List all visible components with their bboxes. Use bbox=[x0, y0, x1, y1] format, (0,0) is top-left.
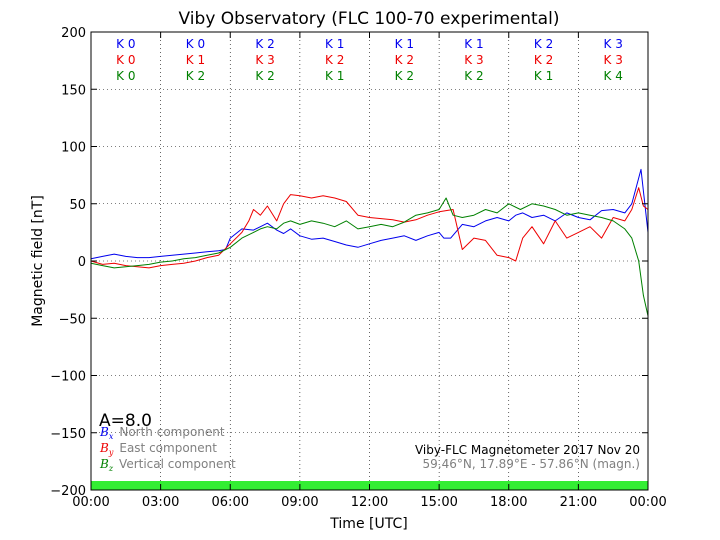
k-label-north-1: K 0 bbox=[186, 37, 205, 51]
y-tick-label-7: −150 bbox=[50, 427, 86, 442]
k-label-east-1: K 1 bbox=[186, 53, 205, 67]
k-label-vertical-1: K 2 bbox=[186, 69, 205, 83]
legend-item-vertical: Bz Vertical component bbox=[99, 457, 236, 473]
legend-subscript-north: x bbox=[109, 432, 114, 441]
x-tick-label-6: 18:00 bbox=[490, 495, 527, 510]
x-tick-label-2: 06:00 bbox=[212, 495, 249, 510]
legend-item-east: By East component bbox=[99, 441, 217, 457]
k-label-east-6: K 2 bbox=[534, 53, 553, 67]
k-label-north-3: K 1 bbox=[325, 37, 344, 51]
y-tick-label-5: −50 bbox=[59, 312, 86, 327]
y-tick-label-8: −200 bbox=[50, 484, 86, 499]
k-label-vertical-7: K 4 bbox=[604, 69, 623, 83]
k-label-north-2: K 2 bbox=[255, 37, 274, 51]
k-label-east-3: K 2 bbox=[325, 53, 344, 67]
legend-subscript-vertical: z bbox=[108, 464, 114, 473]
y-tick-label-2: 100 bbox=[61, 141, 86, 156]
y-tick-label-1: 150 bbox=[61, 83, 86, 98]
x-tick-label-7: 21:00 bbox=[560, 495, 597, 510]
k-label-east-5: K 3 bbox=[464, 53, 483, 67]
k-label-north-6: K 2 bbox=[534, 37, 553, 51]
k-label-east-7: K 3 bbox=[604, 53, 623, 67]
y-tick-label-0: 200 bbox=[61, 26, 86, 41]
x-tick-label-8: 00:00 bbox=[629, 495, 666, 510]
k-label-east-2: K 3 bbox=[255, 53, 274, 67]
k-label-north-0: K 0 bbox=[116, 37, 135, 51]
k-label-north-4: K 1 bbox=[395, 37, 414, 51]
legend-symbol-north: B bbox=[99, 425, 109, 439]
axis-ticks: 00:00 03:00 06:00 09:00 12:00 15:00 18:00 21:00… bbox=[50, 26, 666, 510]
k-label-north-5: K 1 bbox=[464, 37, 483, 51]
legend-symbol-vertical: B bbox=[99, 457, 109, 471]
x-axis-label: Time [UTC] bbox=[329, 516, 407, 532]
location-annotation: 59.46°N, 17.89°E - 57.86°N (magn.) bbox=[423, 457, 640, 471]
k-label-north-7: K 3 bbox=[604, 37, 623, 51]
y-tick-label-6: −100 bbox=[50, 370, 86, 385]
series-line-vertical bbox=[90, 197, 649, 317]
x-tick-label-5: 15:00 bbox=[420, 495, 457, 510]
x-tick-label-0: 00:00 bbox=[72, 495, 109, 510]
k-label-vertical-4: K 2 bbox=[395, 69, 414, 83]
series-lines bbox=[90, 168, 649, 317]
k-label-vertical-2: K 2 bbox=[255, 69, 274, 83]
k-label-east-0: K 0 bbox=[116, 53, 135, 67]
a-index-label: A=8.0 bbox=[99, 411, 152, 431]
k-label-vertical-6: K 1 bbox=[534, 69, 553, 83]
y-tick-label-4: 0 bbox=[78, 255, 86, 270]
magnetometer-annotation: Viby-FLC Magnetometer 2017 Nov 20 bbox=[415, 443, 640, 457]
grid-lines bbox=[90, 31, 649, 491]
k-index-labels: K 0 K 0 K 0 K 0 K 1 K 2 K 2 K 3 K 2 K 1 K 2 K 1 K 1 K… bbox=[116, 37, 623, 83]
legend-name-east: East component bbox=[119, 441, 217, 455]
k-label-vertical-5: K 2 bbox=[464, 69, 483, 83]
x-tick-label-1: 03:00 bbox=[142, 495, 179, 510]
k-label-east-4: K 2 bbox=[395, 53, 414, 67]
legend: Bx North component By East component Bz Ver… bbox=[99, 425, 236, 473]
x-tick-label-3: 09:00 bbox=[281, 495, 318, 510]
y-tick-label-3: 50 bbox=[69, 198, 86, 213]
legend-item-north: Bx North component bbox=[99, 425, 225, 441]
y-axis-label: Magnetic field [nT] bbox=[30, 195, 46, 327]
x-tick-label-4: 12:00 bbox=[351, 495, 388, 510]
legend-name-vertical: Vertical component bbox=[119, 457, 236, 471]
k-label-vertical-3: K 1 bbox=[325, 69, 344, 83]
k-label-vertical-0: K 0 bbox=[116, 69, 135, 83]
legend-subscript-east: y bbox=[108, 448, 114, 457]
legend-symbol-east: B bbox=[99, 441, 109, 455]
series-line-east bbox=[90, 187, 649, 269]
legend-name-north: North component bbox=[119, 425, 225, 439]
chart-title: Viby Observatory (FLC 100-70 experimenta… bbox=[179, 9, 560, 29]
